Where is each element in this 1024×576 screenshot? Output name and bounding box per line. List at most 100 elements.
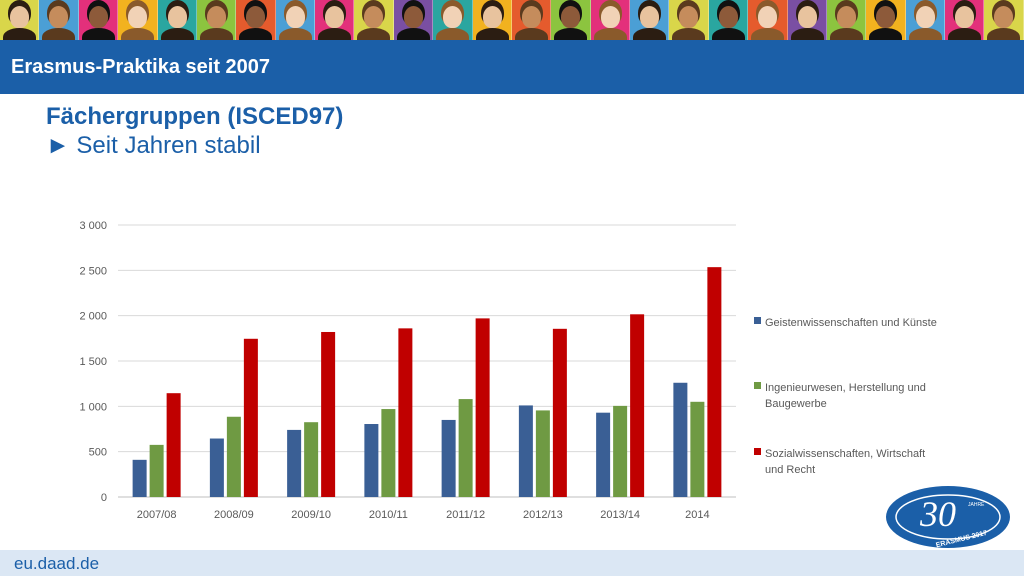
- portrait-shoulders: [948, 28, 981, 40]
- bar: [535, 410, 550, 497]
- portrait-tile: [118, 0, 158, 40]
- legend-swatch: [754, 317, 761, 324]
- portrait-head: [206, 6, 226, 28]
- portrait-tile: [748, 0, 788, 40]
- portrait-shoulders: [199, 28, 233, 40]
- x-tick-label: 2013/14: [600, 509, 640, 521]
- portrait-tile: [315, 0, 355, 40]
- legend-label: Baugewerbe: [765, 398, 827, 410]
- portrait-tile: [0, 0, 40, 40]
- portrait-shoulders: [908, 28, 942, 40]
- bar: [552, 328, 567, 497]
- y-tick-label: 3 000: [79, 220, 107, 232]
- bar: [381, 409, 396, 497]
- portrait-head: [600, 6, 620, 28]
- bar: [441, 419, 456, 497]
- portrait-head: [403, 6, 423, 28]
- headline: Fächergruppen (ISCED97) ► Seit Jahren st…: [46, 102, 343, 160]
- bar: [613, 405, 628, 497]
- bar: [304, 422, 319, 497]
- legend-label: und Recht: [765, 464, 815, 476]
- portrait-tile: [905, 0, 945, 40]
- bar: [596, 412, 611, 497]
- portrait-head: [915, 6, 935, 28]
- portrait-tile: [433, 0, 473, 40]
- legend-label: Sozialwissenschaften, Wirtschaft: [765, 448, 925, 460]
- portrait-head: [246, 6, 266, 28]
- portrait-tile: [826, 0, 867, 40]
- legend-swatch: [754, 382, 761, 389]
- portrait-tile: [236, 0, 276, 40]
- bar-chart: 0 500 1 000 1 500 2 000 2 500 3 000 2007/08 2008…: [79, 220, 937, 521]
- logo-number: 30: [919, 494, 956, 534]
- legend-label: Ingenieurwesen, Herstellung und: [765, 382, 926, 394]
- portrait-head: [325, 6, 344, 28]
- portrait-tile: [551, 0, 591, 40]
- portrait-shoulders: [790, 28, 824, 40]
- portrait-head: [49, 6, 69, 28]
- portrait-head: [364, 6, 384, 28]
- slide-subheading: ► Seit Jahren stabil: [46, 132, 261, 159]
- bar: [630, 314, 645, 497]
- portrait-shoulders: [711, 28, 745, 40]
- footer-url[interactable]: eu.daad.de: [14, 554, 100, 573]
- portrait-tile: [39, 0, 79, 40]
- footer: eu.daad.de: [0, 550, 1024, 576]
- portrait-shoulders: [554, 28, 588, 40]
- portrait-tile: [354, 0, 394, 40]
- portrait-head: [718, 6, 738, 28]
- portrait-shoulders: [278, 28, 312, 40]
- y-tick-label: 500: [89, 447, 107, 459]
- portrait-tile: [787, 0, 827, 40]
- bar: [518, 405, 533, 497]
- logo-ellipse: [886, 486, 1010, 548]
- bar: [458, 399, 473, 497]
- y-tick-label: 2 000: [79, 311, 107, 323]
- bar: [690, 401, 705, 497]
- y-tick-label: 0: [101, 492, 107, 504]
- logo-small-text: JAHRE: [968, 502, 985, 508]
- portrait-head: [679, 6, 699, 28]
- portrait-tile: [472, 0, 512, 40]
- portrait-tile: [708, 0, 749, 40]
- portrait-head: [88, 6, 108, 28]
- x-tick-label: 2012/13: [523, 509, 563, 521]
- portrait-shoulders: [121, 28, 155, 40]
- portrait-tile: [78, 0, 119, 40]
- portrait-shoulders: [633, 28, 666, 40]
- y-tick-label: 1 500: [79, 356, 107, 368]
- bar: [209, 438, 224, 497]
- legend-swatch: [754, 448, 761, 455]
- portrait-shoulders: [829, 28, 863, 40]
- portrait-shoulders: [514, 28, 548, 40]
- legend-label: Geistenwissenschaften und Künste: [765, 317, 937, 329]
- portrait-head: [876, 6, 896, 28]
- title-bar: Erasmus-Praktika seit 2007: [0, 40, 1024, 94]
- portrait-tile: [669, 0, 709, 40]
- portrait-shoulders: [318, 28, 351, 40]
- portrait-shoulders: [42, 28, 76, 40]
- x-tick-label: 2007/08: [137, 509, 177, 521]
- portrait-tile: [511, 0, 552, 40]
- x-tick-label: 2011/12: [446, 509, 485, 521]
- portrait-shoulders: [672, 28, 706, 40]
- bar: [398, 328, 413, 497]
- bar: [166, 393, 181, 497]
- portrait-shoulders: [357, 28, 391, 40]
- portrait-head: [758, 6, 778, 28]
- portrait-tile: [590, 0, 630, 40]
- portrait-head: [285, 6, 305, 28]
- bar: [149, 444, 164, 497]
- portrait-shoulders: [160, 28, 194, 40]
- x-tick-label: 2010/11: [369, 509, 408, 521]
- portrait-head: [994, 6, 1014, 28]
- bar: [364, 424, 379, 497]
- portrait-shoulders: [593, 28, 627, 40]
- erasmus-30-logo: 30 JAHRE ERASMUS 2017: [886, 486, 1010, 549]
- x-tick-label: 2008/09: [214, 509, 254, 521]
- portrait-tile: [157, 0, 197, 40]
- bar: [243, 338, 258, 497]
- portrait-tile: [393, 0, 434, 40]
- portrait-head: [482, 6, 502, 28]
- portrait-head: [797, 6, 817, 28]
